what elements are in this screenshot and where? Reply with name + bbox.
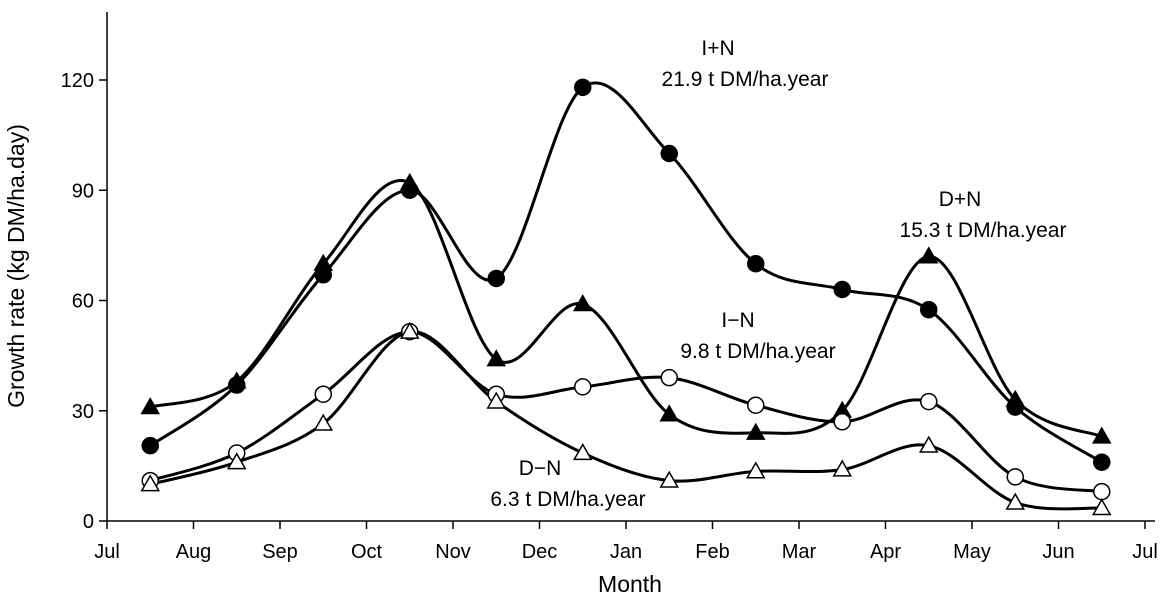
x-tick-label: Jun bbox=[1042, 541, 1074, 563]
data-point-d-minus-n bbox=[486, 391, 507, 409]
data-point-d-plus-n bbox=[1091, 426, 1112, 444]
x-tick-label: Dec bbox=[522, 541, 558, 563]
x-axis-title: Month bbox=[598, 571, 662, 597]
data-point-d-plus-n bbox=[226, 371, 247, 389]
data-point-d-minus-n bbox=[745, 461, 766, 479]
x-tick-label: Aug bbox=[176, 541, 212, 563]
data-point-d-plus-n bbox=[918, 246, 939, 264]
annotation-d-plus-n-name: D+N bbox=[939, 188, 982, 211]
annotation-i-minus-n-yield: 9.8 t DM/ha.year bbox=[680, 340, 835, 363]
data-point-i-minus-n bbox=[314, 385, 332, 403]
data-point-d-plus-n bbox=[140, 397, 161, 415]
x-tick-label: Nov bbox=[435, 541, 471, 563]
series-line-i-plus-n bbox=[149, 81, 1103, 464]
data-point-i-plus-n bbox=[747, 255, 765, 273]
y-ticks: 0 30 60 90 120 bbox=[61, 70, 107, 533]
data-point-d-minus-n bbox=[1005, 492, 1026, 510]
data-point-d-plus-n bbox=[313, 253, 334, 271]
data-point-d-minus-n bbox=[572, 443, 593, 461]
data-point-i-minus-n bbox=[660, 368, 678, 387]
series-line-d-minus-n bbox=[149, 330, 1102, 511]
data-point-i-minus-n bbox=[574, 378, 592, 396]
y-tick-label: 120 bbox=[61, 70, 94, 92]
y-tick-label: 0 bbox=[83, 511, 94, 533]
y-tick-label: 60 bbox=[72, 291, 94, 313]
annotation-d-minus-n: D−N 6.3 t DM/ha.year bbox=[490, 457, 645, 511]
data-point-i-minus-n bbox=[833, 413, 851, 431]
x-tick-label: Mar bbox=[782, 541, 817, 563]
data-point-d-minus-n bbox=[140, 474, 161, 492]
data-point-d-plus-n bbox=[659, 404, 680, 422]
data-point-d-plus-n bbox=[399, 172, 420, 191]
data-point-i-minus-n bbox=[747, 396, 765, 414]
x-tick-label: Jan bbox=[610, 541, 642, 563]
y-tick-label: 30 bbox=[72, 401, 94, 423]
data-point-i-minus-n bbox=[1006, 468, 1024, 486]
series-markers bbox=[140, 78, 1112, 516]
y-axis-title: Growth rate (kg DM/ha.day) bbox=[3, 124, 29, 408]
x-tick-label: Sep bbox=[262, 541, 298, 563]
data-point-d-plus-n bbox=[486, 349, 507, 367]
data-point-d-minus-n bbox=[226, 452, 247, 470]
series-line-i-minus-n bbox=[149, 330, 1103, 494]
data-point-i-plus-n bbox=[487, 269, 505, 288]
annotation-i-plus-n-yield: 21.9 t DM/ha.year bbox=[662, 68, 829, 91]
data-point-d-minus-n bbox=[313, 413, 334, 431]
axes bbox=[106, 12, 1155, 522]
x-tick-label: Apr bbox=[870, 541, 901, 563]
data-point-d-minus-n bbox=[399, 321, 420, 339]
annotation-d-minus-n-yield: 6.3 t DM/ha.year bbox=[490, 488, 645, 511]
y-tick-label: 90 bbox=[72, 180, 94, 202]
annotation-d-minus-n-name: D−N bbox=[519, 457, 562, 480]
data-point-i-plus-n bbox=[141, 436, 159, 455]
data-point-d-minus-n bbox=[832, 459, 853, 477]
data-point-i-minus-n bbox=[1093, 482, 1111, 501]
x-tick-label: May bbox=[953, 541, 991, 563]
x-tick-label: Jul bbox=[1132, 541, 1158, 563]
data-point-d-minus-n bbox=[659, 470, 680, 488]
x-tick-label: Oct bbox=[351, 541, 383, 563]
data-point-d-plus-n bbox=[572, 294, 593, 312]
series-lines bbox=[149, 81, 1103, 511]
annotation-i-minus-n-name: I−N bbox=[721, 309, 754, 332]
annotation-i-plus-n: I+N 21.9 t DM/ha.year bbox=[662, 37, 829, 91]
data-point-i-plus-n bbox=[660, 144, 678, 163]
data-point-i-plus-n bbox=[920, 300, 938, 319]
x-tick-label: Feb bbox=[695, 541, 729, 563]
data-point-d-minus-n bbox=[918, 435, 939, 453]
x-ticks: Jul Aug Sep Oct Nov Dec Jan Feb Mar Apr May Jun Jul bbox=[94, 521, 1158, 563]
data-point-i-minus-n bbox=[920, 392, 938, 411]
data-point-i-plus-n bbox=[833, 280, 851, 299]
annotation-d-plus-n-yield: 15.3 t DM/ha.year bbox=[900, 219, 1067, 242]
annotation-i-minus-n: I−N 9.8 t DM/ha.year bbox=[680, 309, 835, 363]
data-point-i-plus-n bbox=[574, 78, 592, 97]
data-point-d-minus-n bbox=[1091, 498, 1112, 516]
x-tick-label: Jul bbox=[94, 541, 120, 563]
data-point-i-plus-n bbox=[1093, 453, 1111, 471]
annotation-i-plus-n-name: I+N bbox=[701, 37, 734, 60]
annotation-d-plus-n: D+N 15.3 t DM/ha.year bbox=[900, 188, 1067, 242]
data-point-d-plus-n bbox=[1005, 389, 1026, 407]
data-point-d-plus-n bbox=[745, 422, 766, 440]
